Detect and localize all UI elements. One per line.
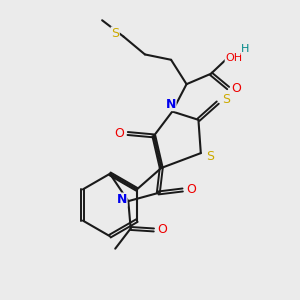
Text: O: O (231, 82, 241, 94)
Text: S: S (206, 150, 214, 163)
Text: O: O (114, 127, 124, 140)
Text: H: H (241, 44, 249, 54)
Text: S: S (222, 93, 230, 106)
Text: N: N (166, 98, 176, 111)
Text: N: N (117, 193, 127, 206)
Text: S: S (111, 27, 119, 40)
Text: OH: OH (225, 53, 242, 63)
Text: O: O (186, 184, 196, 196)
Text: O: O (157, 224, 167, 236)
